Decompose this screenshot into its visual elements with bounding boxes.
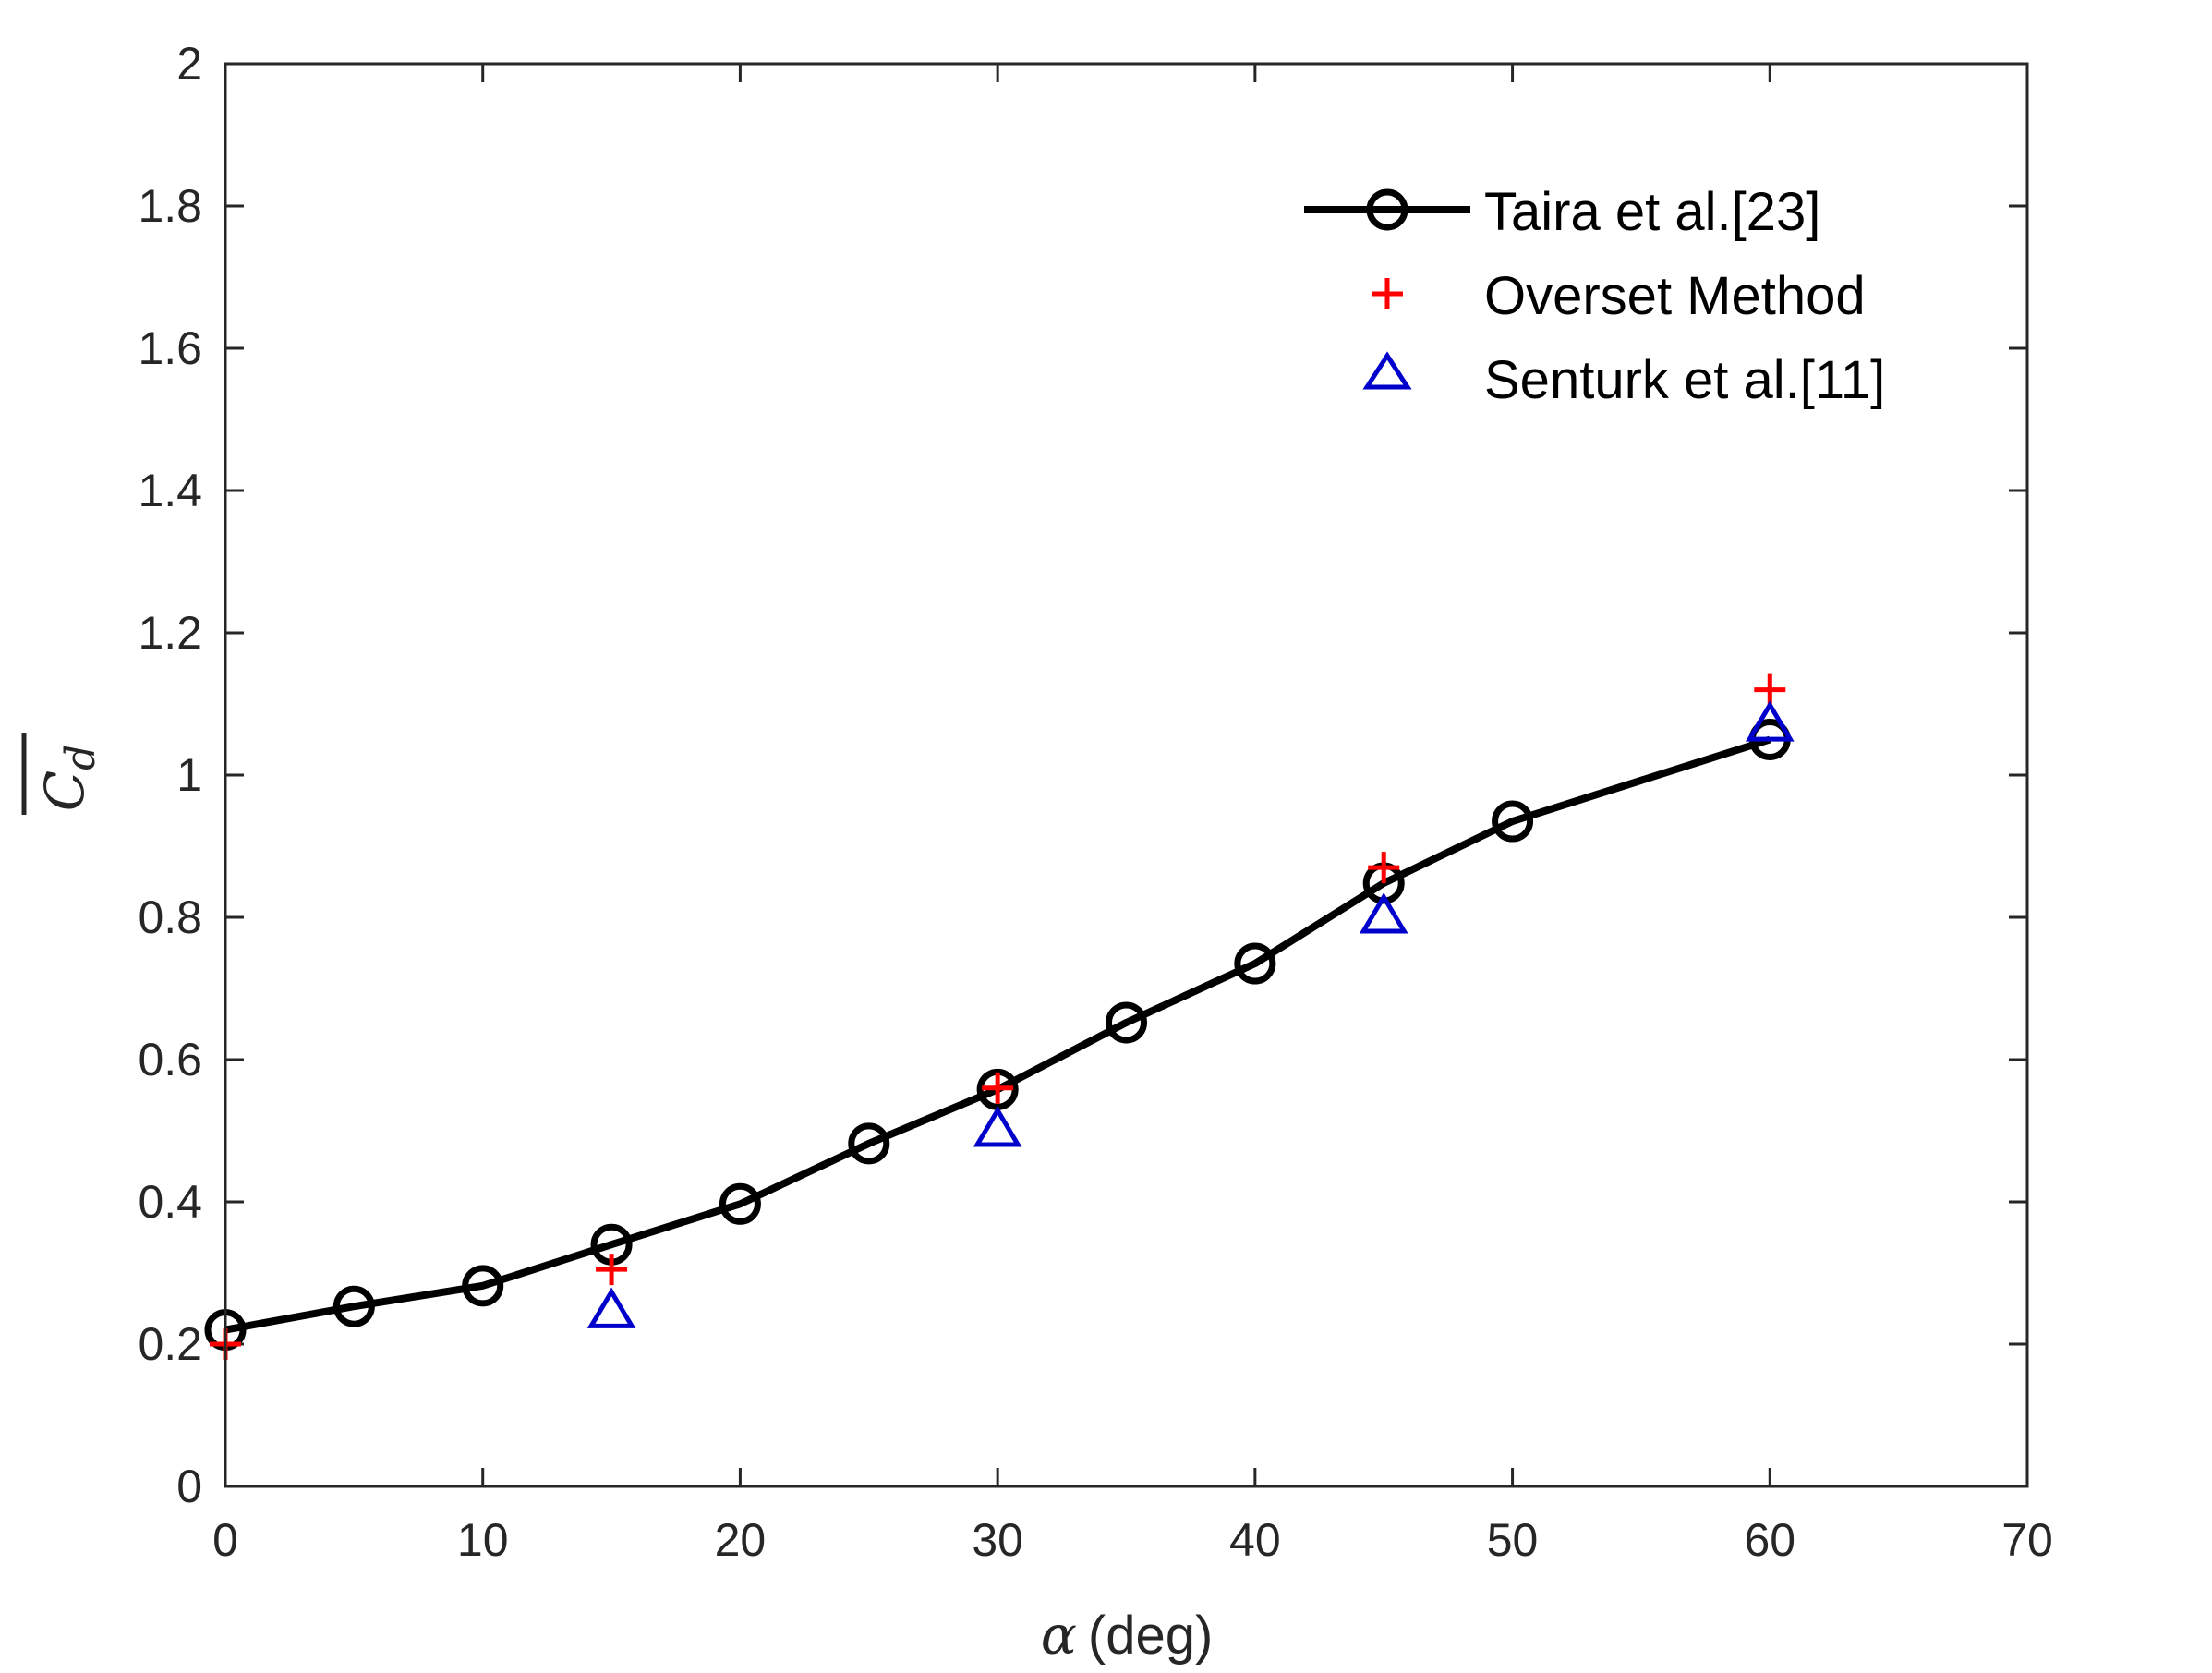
legend: Taira et al.[23] Overset Method Senturk …: [1304, 182, 1885, 410]
series-2: [586, 700, 1795, 1328]
y-axis-symbol: C: [33, 770, 96, 811]
x-tick-label: 0: [212, 1514, 238, 1566]
data-point-taira: [848, 1122, 890, 1165]
legend-label-senturk: Senturk et al.[11]: [1484, 350, 1885, 410]
x-tick-label: 30: [972, 1514, 1023, 1566]
series-line-taira: [224, 735, 1771, 1334]
y-tick-label: 0.8: [138, 891, 202, 943]
data-point-senturk: [973, 1106, 1022, 1147]
y-tick-label: 0.6: [138, 1034, 202, 1085]
y-tick-label: 1.4: [138, 465, 202, 516]
legend-marker-senturk: [1362, 351, 1412, 390]
series-0: [204, 719, 1791, 1352]
data-point-taira: [332, 1285, 375, 1327]
x-axis-symbol: α: [1041, 1604, 1077, 1667]
data-point-taira: [1492, 800, 1534, 843]
plot-area: [225, 64, 2027, 1486]
data-point-overset: [596, 1254, 628, 1286]
x-tick-label: 70: [2001, 1514, 2053, 1566]
data-point-taira: [1106, 1001, 1147, 1044]
data-point-overset: [1754, 673, 1786, 706]
x-tick-label: 50: [1487, 1514, 1539, 1566]
data-point-overset: [982, 1072, 1014, 1104]
y-tick-label: 2: [176, 38, 202, 90]
svg-text:Cd: Cd: [33, 745, 104, 812]
data-point-taira: [719, 1182, 761, 1225]
y-tick-label: 0.4: [138, 1176, 202, 1228]
x-axis-label: α (deg): [1041, 1604, 1214, 1667]
y-axis-subscript: d: [57, 745, 104, 770]
data-point-taira: [1234, 942, 1276, 985]
legend-marker-overset: [1372, 278, 1403, 309]
data-point-senturk: [1359, 892, 1408, 934]
y-tick-label: 1: [176, 749, 202, 801]
x-tick-label: 20: [715, 1514, 767, 1566]
data-point-overset: [1368, 852, 1400, 884]
y-axis-label: Cd: [21, 733, 104, 815]
x-tick-label: 60: [1744, 1514, 1795, 1566]
y-tick-label: 0.2: [138, 1318, 202, 1370]
data-point-senturk: [1745, 700, 1795, 742]
legend-label-overset: Overset Method: [1484, 266, 1866, 326]
data-point-taira: [462, 1265, 504, 1307]
legend-marker-taira: [1366, 188, 1408, 231]
data-point-senturk: [586, 1287, 636, 1328]
y-tick-label: 1.2: [138, 607, 202, 659]
y-tick-label: 1.8: [138, 180, 202, 232]
x-axis-unit: (deg): [1088, 1606, 1213, 1666]
x-tick-label: 40: [1229, 1514, 1281, 1566]
legend-label-taira: Taira et al.[23]: [1484, 182, 1820, 242]
plot-frame: [224, 62, 2029, 1488]
y-tick-label: 1.6: [138, 322, 202, 374]
x-tick-label: 10: [457, 1514, 509, 1566]
y-tick-label: 0: [176, 1461, 202, 1512]
